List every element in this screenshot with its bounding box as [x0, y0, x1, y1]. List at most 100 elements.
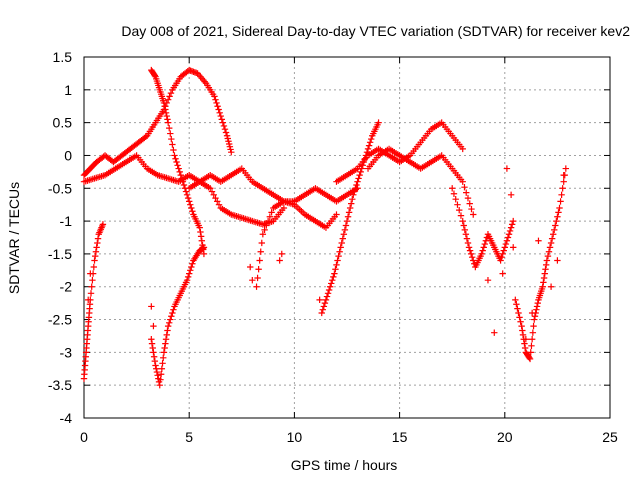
data-point: [220, 122, 228, 130]
data-point: [510, 244, 517, 251]
data-point: [367, 135, 375, 143]
data-point: [547, 283, 555, 290]
x-tick-label: 10: [287, 429, 303, 445]
data-point: [560, 171, 567, 179]
data-point: [556, 204, 563, 212]
data-point: [85, 296, 92, 304]
data-point: [514, 305, 521, 312]
data-point: [518, 322, 525, 330]
data-point: [540, 274, 548, 282]
x-tick-label: 25: [602, 429, 618, 445]
data-point: [479, 247, 486, 254]
data-point: [257, 248, 264, 255]
data-point: [549, 231, 557, 238]
data-point: [498, 253, 505, 261]
data-point: [183, 276, 191, 284]
data-point: [502, 240, 510, 248]
y-tick-label: -0.5: [48, 180, 72, 196]
data-point: [500, 247, 507, 254]
data-point: [212, 194, 219, 202]
data-point: [319, 306, 327, 313]
data-point: [187, 201, 194, 208]
y-axis: -4 -3.5 -3 -2.5 -2 -1.5 -1 -0.5 0 0.5 1 1.5: [48, 49, 610, 426]
data-point: [189, 208, 196, 215]
data-point: [163, 112, 170, 120]
data-point: [215, 201, 223, 208]
data-point: [542, 261, 550, 269]
data-point: [558, 191, 565, 199]
data-point: [228, 148, 235, 156]
data-point: [142, 133, 149, 141]
data-point: [512, 296, 519, 304]
data-point: [484, 276, 492, 284]
data-point: [153, 365, 160, 372]
data-point: [337, 244, 344, 251]
data-point: [164, 119, 172, 126]
data-point: [183, 191, 191, 199]
data-point: [223, 132, 231, 139]
y-tick-label: 0.5: [53, 115, 73, 131]
data-point: [546, 244, 554, 251]
data-point: [216, 109, 223, 116]
data-point: [320, 303, 328, 310]
data-point: [544, 252, 552, 260]
data-point: [148, 340, 156, 347]
y-tick-label: -3.5: [48, 377, 72, 393]
data-point: [459, 145, 466, 153]
data-point: [548, 235, 556, 242]
data-point: [88, 283, 95, 290]
data-point: [462, 231, 470, 238]
data-point: [541, 270, 548, 277]
data-point: [225, 138, 232, 145]
data-point: [219, 119, 227, 126]
data-point: [322, 296, 330, 304]
data-point: [528, 342, 535, 349]
data-point: [559, 185, 566, 192]
data-point: [463, 235, 471, 242]
data-point: [499, 270, 506, 277]
data-point: [217, 112, 224, 120]
data-point: [261, 226, 268, 234]
chart-title: Day 008 of 2021, Sidereal Day-to-day VTE…: [121, 23, 630, 39]
data-point: [341, 226, 349, 234]
data-point: [533, 303, 541, 310]
data-point: [253, 283, 260, 290]
data-point: [333, 211, 340, 218]
data-point: [466, 200, 473, 207]
data-point: [480, 244, 487, 251]
data-point: [161, 344, 168, 352]
data-point: [171, 152, 178, 159]
data-point: [464, 194, 472, 202]
data-point: [221, 126, 229, 133]
data-point: [449, 185, 456, 192]
data-point: [148, 303, 155, 310]
data-point: [92, 252, 99, 260]
data-point: [162, 106, 169, 113]
data-point: [545, 248, 553, 255]
data-point: [513, 301, 520, 308]
data-point: [335, 252, 342, 260]
data-point: [543, 257, 551, 264]
data-points: [80, 66, 570, 389]
data-point: [169, 141, 176, 148]
data-point: [349, 196, 356, 203]
plot-frame: [83, 56, 611, 419]
data-point: [503, 237, 511, 244]
data-point: [346, 204, 354, 212]
data-point: [365, 142, 373, 149]
data-point: [450, 190, 458, 197]
data-point: [452, 196, 459, 203]
data-point: [214, 103, 221, 110]
data-point: [344, 213, 352, 220]
data-point: [258, 239, 265, 247]
y-tick-label: 1: [64, 82, 72, 98]
data-point: [334, 257, 341, 264]
data-point: [562, 165, 570, 172]
data-point: [505, 231, 513, 238]
data-point: [325, 286, 333, 294]
data-point: [189, 260, 196, 267]
data-point: [169, 309, 176, 317]
data-point: [326, 283, 334, 290]
data-point: [321, 299, 329, 307]
data-point: [357, 168, 364, 176]
